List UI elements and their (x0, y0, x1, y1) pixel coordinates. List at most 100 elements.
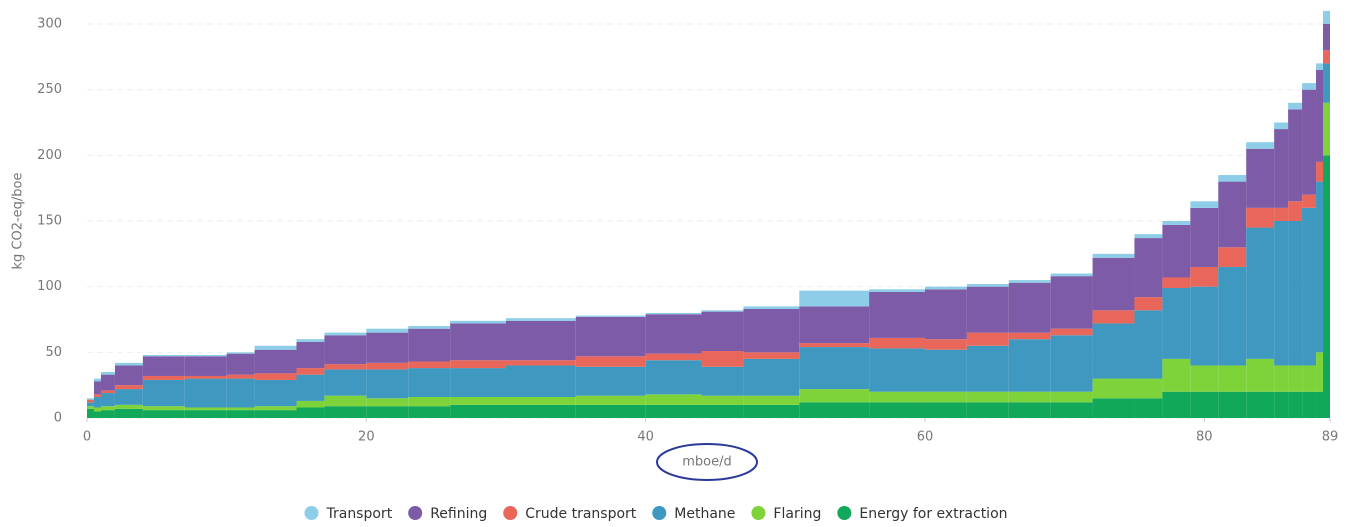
bar-segment (408, 406, 451, 418)
bar-segment (1050, 276, 1093, 329)
bar-segment (1134, 238, 1163, 298)
legend-marker (408, 506, 423, 520)
bar-segment (450, 323, 506, 361)
y-tick-label: 0 (54, 411, 62, 426)
bar-segment (1218, 181, 1247, 248)
bar-segment (226, 353, 255, 375)
bar-segment (924, 286, 967, 290)
legend-label: Methane (674, 506, 735, 522)
bar-segment (114, 385, 143, 390)
bar-segment (1162, 224, 1191, 278)
bar-segment (575, 316, 646, 357)
bar-segment (100, 374, 115, 391)
bar-segment (87, 398, 94, 400)
bar-segment (1246, 391, 1275, 418)
bar-segment (254, 345, 297, 350)
bar-segment (1190, 365, 1219, 392)
bar-segment (966, 284, 1009, 287)
bar-segment (505, 318, 576, 321)
bar-segment (100, 406, 115, 411)
bar-segment (1134, 398, 1163, 418)
bar-segment (701, 311, 744, 352)
bar-segment (1008, 391, 1051, 403)
bar-segment (184, 356, 227, 376)
bar-segment (701, 366, 744, 396)
bar-segment (254, 373, 297, 380)
bar-segment (254, 349, 297, 374)
legend-label: Transport (325, 506, 392, 522)
bar-segment (743, 308, 800, 353)
bar-segment (142, 406, 185, 411)
bar-segment (450, 396, 506, 405)
bar-segment (1162, 277, 1191, 288)
bar-segment (1323, 155, 1330, 419)
legend-label: Refining (430, 506, 487, 522)
bar-segment (1008, 332, 1051, 340)
bar-segment (114, 362, 143, 366)
bar-segment (1246, 148, 1275, 208)
bar-segment (869, 291, 925, 338)
bar-segment (1162, 358, 1191, 392)
bar-segment (1274, 221, 1289, 366)
bar-segment (743, 352, 800, 359)
bar-segment (142, 375, 185, 380)
bar-segment (1008, 282, 1051, 333)
bar-segment (575, 404, 646, 418)
bar-segment (1190, 286, 1219, 366)
bar-segment (1288, 109, 1303, 202)
bar-segment (93, 411, 101, 418)
bar-segment (87, 406, 94, 409)
bar-segment (1316, 391, 1324, 418)
bar-segment (799, 347, 870, 390)
bar-segment (408, 326, 451, 329)
legend-marker (837, 506, 852, 520)
bar-segment (1218, 247, 1247, 267)
bar-segment (924, 289, 967, 340)
legend-marker (652, 506, 667, 520)
bar-segment (114, 408, 143, 418)
bar-segment (1302, 194, 1317, 208)
bar-segment (1302, 365, 1317, 392)
bar-segment (1246, 227, 1275, 359)
bar-segment (408, 361, 451, 369)
bar-segment (93, 378, 101, 382)
bar-segment (869, 348, 925, 392)
bar-segment (1050, 391, 1093, 403)
y-tick-label: 300 (37, 17, 62, 32)
bar-segment (114, 404, 143, 409)
bar-segment (645, 404, 702, 418)
bar-segment (1162, 391, 1191, 418)
bar-segment (1134, 378, 1163, 399)
bar-segment (142, 354, 185, 357)
bar-segment (1288, 201, 1303, 221)
x-tick-label: 20 (358, 430, 375, 445)
x-tick-label: 40 (637, 430, 654, 445)
bar-segment (799, 389, 870, 403)
bar-segment (645, 353, 702, 361)
bar-segment (1008, 339, 1051, 392)
bar-segment (324, 395, 367, 407)
bar-segment (1092, 378, 1135, 399)
bar-segment (100, 410, 115, 418)
bar-segment (1302, 83, 1317, 90)
bar-segment (505, 404, 576, 418)
bar-segment (1316, 161, 1324, 182)
bar-segment (87, 408, 94, 418)
bar-segment (1288, 102, 1303, 110)
bar-segment (366, 328, 409, 333)
bar-segment (1092, 398, 1135, 418)
bar-segment (505, 320, 576, 361)
bar-segment (1323, 63, 1330, 103)
bar-segment (296, 407, 325, 418)
bar-segment (1288, 221, 1303, 366)
bar-segment (142, 379, 185, 407)
bar-segment (93, 407, 101, 412)
legend-label: Energy for extraction (859, 506, 1007, 522)
legend-label: Crude transport (525, 506, 637, 522)
bar-segment (1246, 207, 1275, 228)
legend-marker (503, 506, 518, 520)
bar-segment (184, 407, 227, 411)
x-tick-label: 89 (1322, 430, 1339, 445)
bar-segment (1302, 391, 1317, 418)
bar-segment (366, 398, 409, 407)
